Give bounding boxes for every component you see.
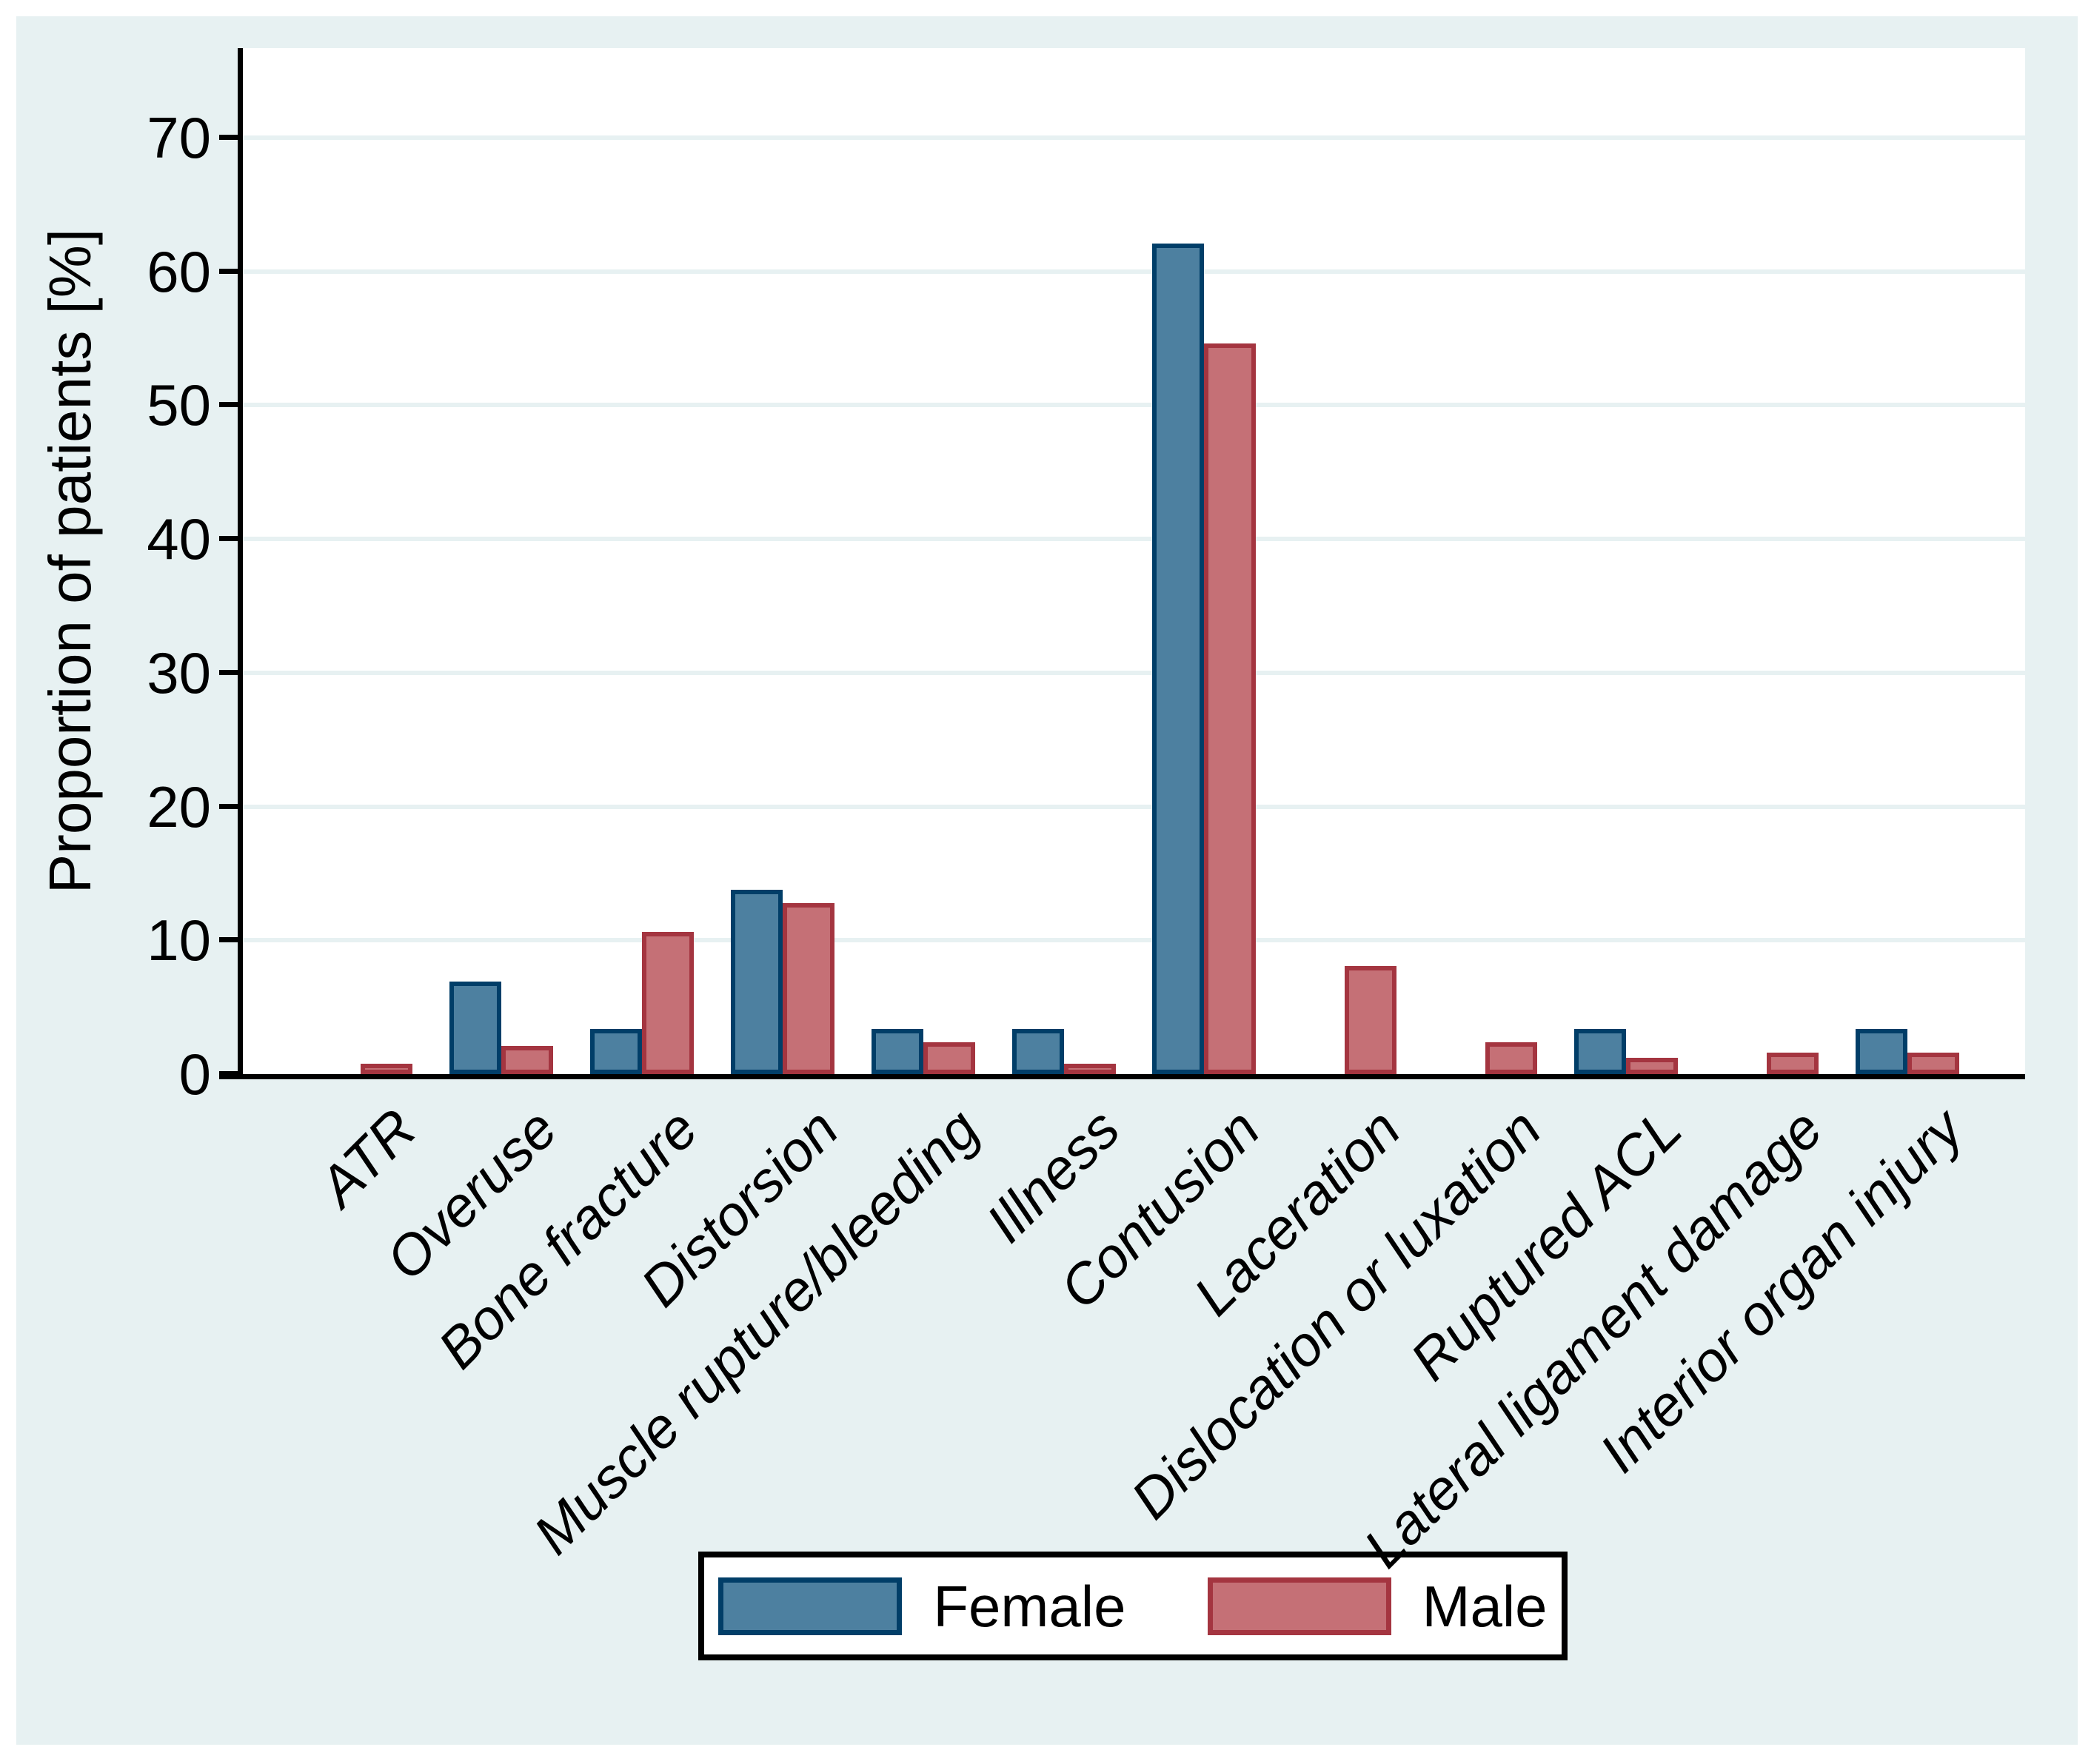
- y-tick-40: [219, 536, 243, 542]
- gridline-40: [243, 537, 2025, 542]
- y-axis-line: [238, 48, 243, 1079]
- y-tick-label-40: 40: [147, 506, 211, 572]
- y-tick-0: [219, 1071, 243, 1076]
- bar-female-12: [1856, 1029, 1907, 1074]
- gridline-30: [243, 670, 2025, 675]
- gridline-20: [243, 804, 2025, 809]
- bar-male-2: [501, 1046, 553, 1074]
- y-tick-label-60: 60: [147, 238, 211, 304]
- bar-male-7: [1204, 343, 1257, 1074]
- bar-male-3: [641, 932, 694, 1074]
- y-tick-label-0: 0: [178, 1042, 211, 1107]
- plot-area: [243, 48, 2025, 1074]
- y-tick-30: [219, 669, 243, 675]
- legend-swatch-male: [1207, 1577, 1391, 1635]
- bar-male-9: [1485, 1042, 1538, 1074]
- bar-male-11: [1767, 1053, 1819, 1074]
- legend-label-female: Female: [933, 1573, 1126, 1639]
- bar-female-2: [449, 982, 501, 1074]
- y-tick-label-20: 20: [147, 774, 211, 839]
- bar-male-10: [1626, 1058, 1679, 1074]
- legend-entry-female: Female: [718, 1573, 1126, 1639]
- y-tick-10: [219, 937, 243, 943]
- legend-label-male: Male: [1422, 1573, 1548, 1639]
- bar-female-6: [1011, 1029, 1064, 1074]
- bar-male-1: [361, 1064, 412, 1074]
- bar-female-4: [730, 890, 783, 1074]
- bar-male-12: [1907, 1053, 1959, 1074]
- y-tick-20: [219, 803, 243, 809]
- y-tick-70: [219, 135, 243, 141]
- gridline-10: [243, 938, 2025, 943]
- bar-female-10: [1574, 1029, 1627, 1074]
- gridline-60: [243, 269, 2025, 274]
- bar-female-7: [1152, 244, 1205, 1074]
- bar-female-5: [871, 1029, 923, 1074]
- gridline-70: [243, 135, 2025, 141]
- bar-male-4: [782, 903, 834, 1074]
- y-tick-60: [219, 268, 243, 274]
- bar-male-5: [923, 1042, 975, 1074]
- bar-male-8: [1345, 966, 1397, 1074]
- x-axis-line: [219, 1074, 2025, 1079]
- gridline-50: [243, 403, 2025, 408]
- y-tick-label-30: 30: [147, 640, 211, 705]
- bar-male-6: [1063, 1064, 1116, 1074]
- y-tick-50: [219, 402, 243, 408]
- legend-entry-male: Male: [1207, 1573, 1548, 1639]
- legend-swatch-female: [718, 1577, 903, 1635]
- y-tick-label-50: 50: [147, 372, 211, 438]
- y-tick-label-10: 10: [147, 908, 211, 973]
- y-tick-label-70: 70: [147, 105, 211, 171]
- bar-female-3: [589, 1029, 642, 1074]
- legend: Female Male: [698, 1552, 1568, 1660]
